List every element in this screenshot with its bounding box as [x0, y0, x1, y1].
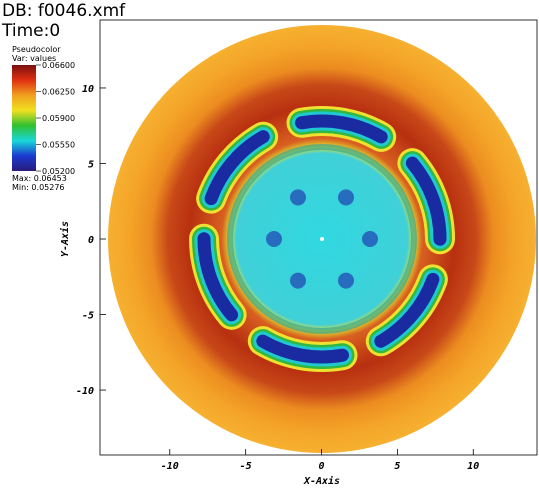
vortex	[362, 231, 378, 247]
y-tick-label: -10	[76, 386, 94, 397]
colorbar-tick-label: 0.05200	[42, 167, 75, 176]
colorbar-tick-label: 0.05550	[42, 141, 75, 150]
arm	[204, 130, 270, 206]
x-axis-label: X-Axis	[303, 475, 340, 487]
y-tick-label: 10	[82, 84, 94, 95]
x-tick-label: 10	[467, 461, 479, 472]
field	[108, 25, 536, 453]
vortices	[266, 189, 378, 289]
db-label: DB: f0046.xmf	[2, 1, 126, 21]
arm	[197, 232, 239, 322]
center	[320, 237, 324, 241]
x-tick-label: 5	[394, 461, 400, 472]
vortex	[290, 272, 306, 289]
vortex	[266, 231, 282, 247]
y-tick-label: 5	[88, 159, 94, 170]
time-label: Time:0	[1, 21, 60, 41]
plot-name: Pseudocolor	[12, 45, 61, 54]
plot-frame	[99, 19, 538, 456]
y-tick-label: 0	[88, 235, 94, 246]
core-rim	[227, 144, 417, 334]
arm	[374, 272, 440, 348]
max-label: Max: 0.06453	[12, 174, 67, 183]
colorbar-tick-label: 0.06600	[42, 61, 75, 70]
arm	[405, 156, 447, 246]
vortex	[338, 189, 354, 206]
arm	[256, 334, 349, 364]
var-label: Var: values	[12, 54, 56, 63]
x-tick-label: -5	[240, 461, 252, 472]
min-label: Min: 0.05276	[12, 183, 65, 192]
colorbar-tick-label: 0.05900	[42, 114, 75, 123]
arms	[188, 106, 456, 372]
y-axis-label: Y-Axis	[59, 221, 71, 257]
x-tick-label: -10	[161, 461, 179, 472]
arm	[295, 114, 388, 144]
x-tick-label: 0	[319, 461, 325, 472]
colorbar-tick-label: 0.06250	[42, 88, 75, 97]
colorbar	[12, 65, 36, 171]
vortex	[290, 189, 306, 206]
vortex	[338, 272, 354, 289]
y-tick-label: -5	[82, 311, 94, 322]
